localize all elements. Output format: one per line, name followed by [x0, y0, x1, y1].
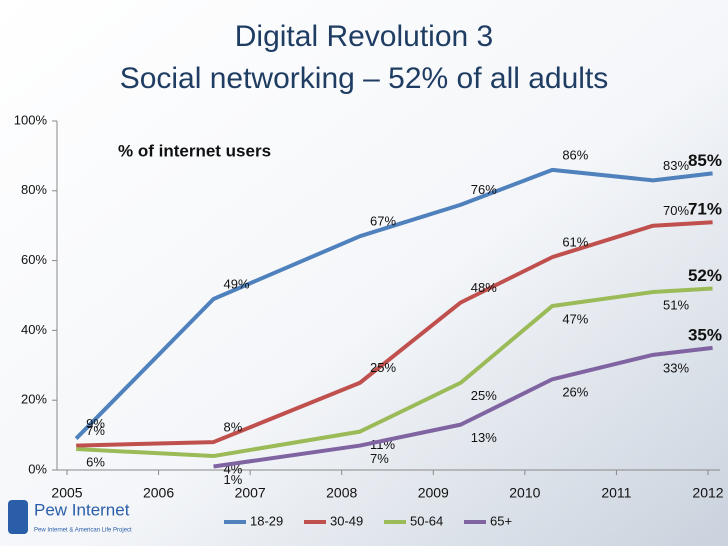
- data-label: 33%: [663, 360, 689, 375]
- x-tick-label: 2011: [601, 485, 631, 501]
- y-tick-label: 100%: [14, 112, 48, 127]
- legend-label: 50-64: [410, 513, 443, 528]
- logo-subtitle: Pew Internet & American Life Project: [34, 528, 132, 534]
- data-label: 67%: [370, 214, 396, 229]
- data-label: 7%: [86, 423, 105, 438]
- logo: Pew Internet Pew Internet & American Lif…: [8, 500, 132, 534]
- logo-text: Pew Internet: [34, 500, 130, 519]
- data-label: 7%: [370, 451, 389, 466]
- x-tick-label: 2006: [143, 485, 174, 501]
- data-label: 8%: [224, 420, 243, 435]
- data-label: 52%: [688, 266, 722, 285]
- series-line: [213, 345, 713, 469]
- data-label: 13%: [471, 430, 497, 445]
- y-tick-label: 0%: [28, 461, 47, 476]
- data-label: 35%: [688, 325, 722, 344]
- series-line: [76, 286, 713, 459]
- data-label: 85%: [688, 151, 722, 170]
- legend-label: 65+: [490, 513, 512, 528]
- data-label: 49%: [224, 276, 250, 291]
- x-tick-label: 2005: [51, 485, 82, 501]
- data-label: 76%: [471, 182, 497, 197]
- legend-label: 18-29: [250, 513, 283, 528]
- data-label: 1%: [224, 472, 243, 487]
- chart-subtitle: Social networking – 52% of all adults: [120, 62, 609, 95]
- logo-icon: [8, 500, 28, 534]
- data-label: 71%: [688, 200, 722, 219]
- data-label: 25%: [370, 360, 396, 375]
- x-tick-label: 2010: [509, 485, 540, 501]
- data-label: 26%: [562, 385, 588, 400]
- y-tick-label: 80%: [21, 182, 47, 197]
- chart-title: Digital Revolution 3: [235, 20, 493, 53]
- legend-label: 30-49: [330, 513, 363, 528]
- x-tick-label: 2007: [235, 485, 266, 501]
- data-label: 83%: [663, 158, 689, 173]
- data-label: 86%: [562, 147, 588, 162]
- x-tick-label: 2008: [326, 485, 357, 501]
- data-label: 9%: [86, 416, 105, 431]
- data-label: 61%: [562, 235, 588, 250]
- data-label: 6%: [86, 454, 105, 469]
- x-tick-label: 2012: [692, 485, 723, 501]
- y-tick-label: 20%: [21, 392, 47, 407]
- data-label: 51%: [663, 297, 689, 312]
- data-label: 25%: [471, 388, 497, 403]
- data-label: 70%: [663, 203, 689, 218]
- x-tick-label: 2009: [418, 485, 449, 501]
- series-line: [76, 220, 713, 448]
- data-label: 47%: [562, 311, 588, 326]
- y-tick-label: 40%: [21, 322, 47, 337]
- data-label: 48%: [471, 280, 497, 295]
- series-line: [74, 167, 713, 440]
- y-tick-label: 60%: [21, 252, 47, 267]
- annotation: % of internet users: [118, 141, 271, 160]
